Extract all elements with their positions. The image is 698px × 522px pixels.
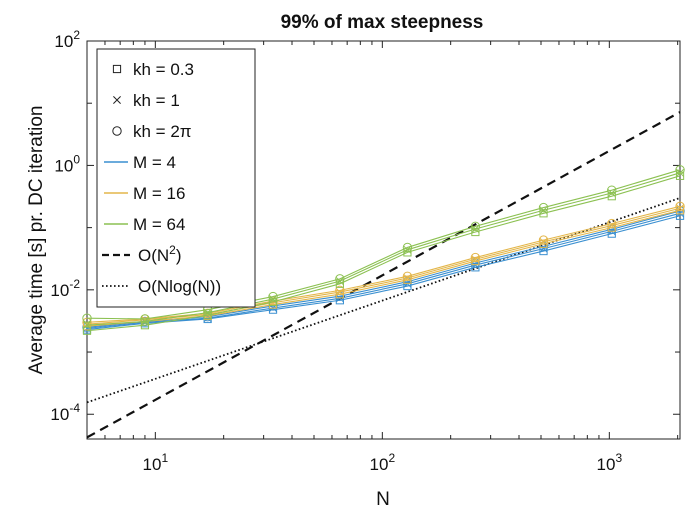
- data-series: [82, 165, 685, 335]
- x-tick-label: 101: [143, 451, 169, 474]
- series-line: [86, 209, 681, 327]
- legend-label: kh = 0.3: [133, 60, 194, 79]
- data-point: [403, 245, 412, 254]
- n-squared-reference-line: [86, 111, 681, 439]
- legend: kh = 0.3 kh = 1 kh = 2π M = 4 M = 16 M = 64 O(…: [96, 48, 256, 308]
- data-point: [676, 204, 685, 213]
- data-point: [470, 252, 481, 263]
- reference-lines: [86, 111, 681, 439]
- y-tick-label: 100: [54, 152, 80, 175]
- data-point: [675, 165, 685, 175]
- data-point: [402, 271, 413, 282]
- data-point: [82, 317, 92, 328]
- legend-marker: [112, 64, 122, 74]
- data-point: [335, 285, 345, 296]
- data-point: [403, 281, 412, 291]
- data-point: [607, 229, 616, 238]
- y-tick-label: 102: [54, 28, 80, 51]
- legend-marker: [113, 96, 121, 104]
- data-point: [268, 297, 278, 306]
- data-point: [140, 314, 150, 324]
- data-point: [82, 326, 92, 335]
- axis-ticks: 101 102 103 10-4 10-2 100 102: [50, 28, 680, 474]
- data-point: [607, 218, 617, 229]
- data-point: [335, 279, 344, 288]
- series-line: [86, 175, 681, 332]
- legend-label: kh = 1: [133, 91, 180, 110]
- data-point: [335, 274, 345, 284]
- x-tick-label: 102: [370, 451, 396, 474]
- data-point: [538, 202, 549, 213]
- data-point: [538, 235, 549, 245]
- y-axis-label: Average time [s] pr. DC iteration: [26, 106, 47, 375]
- legend-label: M = 16: [133, 184, 185, 203]
- legend-label: O(N2): [138, 243, 182, 265]
- x-tick-label: 103: [597, 451, 623, 474]
- legend-label: kh = 2π: [133, 122, 192, 141]
- data-point: [675, 201, 685, 212]
- series-line: [86, 205, 681, 323]
- series-line: [86, 169, 681, 320]
- legend-label: M = 4: [133, 153, 176, 172]
- n-log-n-reference-line: [86, 197, 681, 404]
- data-point: [402, 242, 413, 253]
- data-point: [471, 263, 480, 272]
- x-axis-label: N: [376, 489, 390, 510]
- data-point: [268, 291, 278, 302]
- data-point: [82, 313, 92, 323]
- series-line: [86, 215, 681, 331]
- chart-title: 99% of max steepness: [281, 12, 484, 33]
- data-point: [607, 185, 617, 195]
- y-tick-label: 10-4: [50, 401, 80, 424]
- legend-label: M = 64: [133, 215, 185, 234]
- legend-label: O(Nlog(N)): [138, 277, 221, 296]
- data-point: [83, 321, 91, 330]
- y-tick-label: 10-2: [50, 277, 80, 300]
- data-point: [335, 277, 344, 286]
- data-point: [403, 248, 412, 257]
- legend-marker: [112, 126, 122, 136]
- data-point: [470, 221, 481, 232]
- legend-box: [96, 48, 256, 308]
- series-line: [86, 172, 681, 326]
- data-point: [203, 311, 212, 320]
- data-point: [675, 211, 685, 220]
